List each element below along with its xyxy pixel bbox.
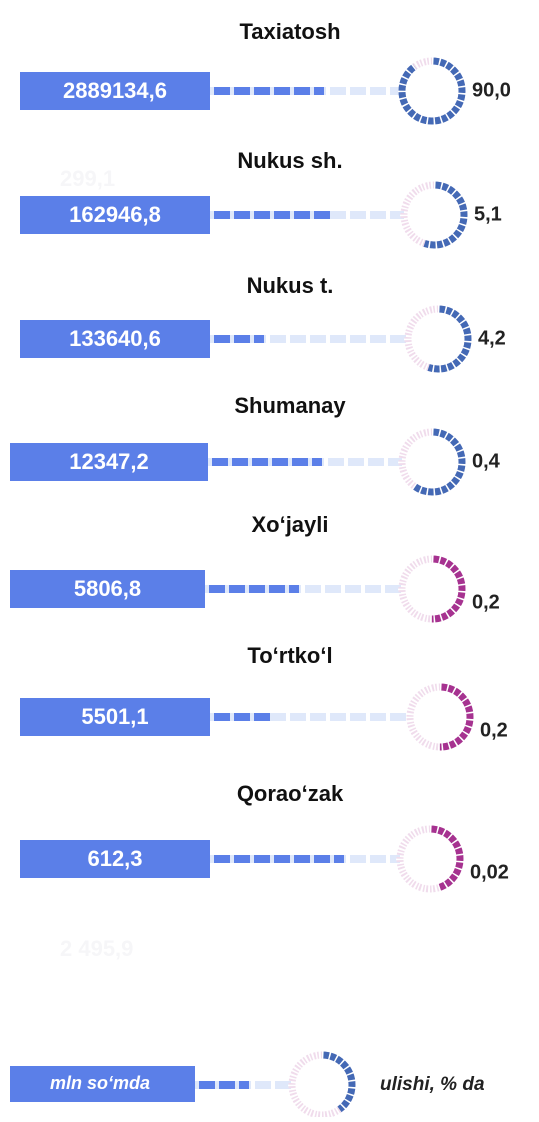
legend-bar <box>10 1066 195 1102</box>
amount-bar <box>10 443 208 481</box>
donut-gaps <box>406 683 474 751</box>
amount-bar <box>20 698 210 736</box>
share: 5,1 <box>474 203 502 225</box>
amount: 5806,8 <box>74 576 141 601</box>
district-name: Nukus t. <box>247 273 334 298</box>
amount: 5501,1 <box>81 704 148 729</box>
amount: 612,3 <box>87 846 142 871</box>
share: 0,2 <box>480 719 508 741</box>
share: 0,02 <box>470 861 509 883</box>
amount-bar <box>20 320 210 358</box>
amount-bar <box>20 840 210 878</box>
donut-gaps <box>398 57 466 125</box>
share: 0,4 <box>472 450 501 472</box>
district-name: Nukus sh. <box>237 148 342 173</box>
amount: 2889134,6 <box>63 78 167 103</box>
donut-gaps <box>404 305 472 373</box>
amount: 162946,8 <box>69 202 161 227</box>
district-name: Xo‘jayli <box>251 512 328 537</box>
donut-gaps <box>400 181 468 249</box>
legend: mln so‘mda ulishi, % da <box>10 1066 485 1102</box>
donut-gaps <box>398 555 466 623</box>
share: 4,2 <box>478 327 506 349</box>
donut-gaps <box>396 825 464 893</box>
legend-share-unit: ulishi, % da <box>380 1074 485 1095</box>
district-name: Taxiatosh <box>239 19 340 44</box>
donut-gaps <box>288 1051 356 1119</box>
amount-bar <box>10 570 205 608</box>
amount-bar <box>20 196 210 234</box>
amount: 133640,6 <box>69 326 161 351</box>
legend-amount-unit: mln so‘mda <box>50 1073 150 1093</box>
donut-gaps <box>398 428 466 496</box>
amount: 12347,2 <box>69 449 149 474</box>
ghost-text: 299,1 <box>60 166 115 191</box>
amount-bar <box>20 72 210 110</box>
district-name: Shumanay <box>234 393 346 418</box>
ghost-text: 2 495,9 <box>60 936 133 961</box>
share: 0,2 <box>472 591 500 613</box>
share: 90,0 <box>472 79 511 101</box>
district-name: To‘rtko‘l <box>247 643 332 668</box>
district-name: Qorao‘zak <box>237 781 344 806</box>
